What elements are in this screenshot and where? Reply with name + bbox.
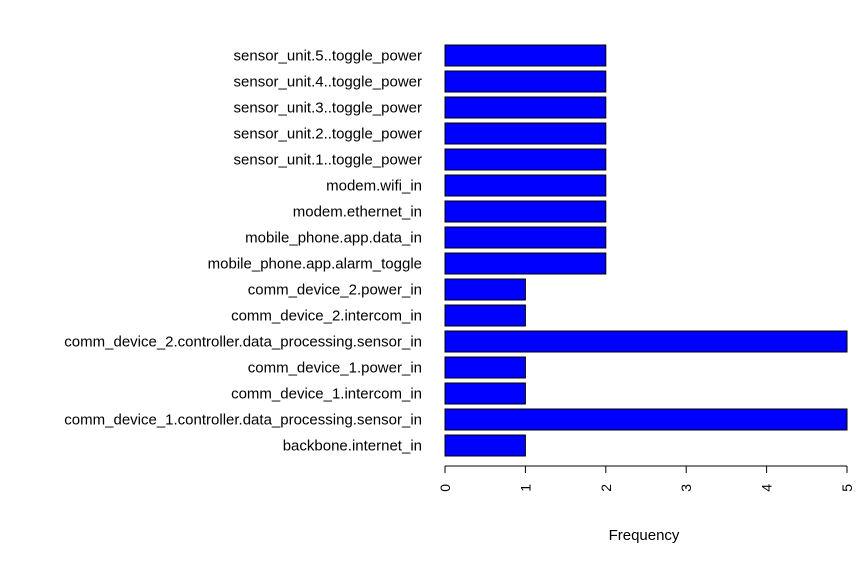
x-axis: 0 1 2 3 4 5	[437, 465, 855, 492]
category-labels: sensor_unit.5..toggle_power sensor_unit.4…	[64, 48, 422, 455]
x-axis-title: Frequency	[609, 527, 680, 544]
bar	[444, 356, 526, 379]
bar	[444, 148, 607, 171]
category-label: sensor_unit.5..toggle_power	[234, 48, 422, 65]
category-label: modem.wifi_in	[326, 178, 422, 195]
category-label: backbone.internet_in	[283, 438, 422, 455]
bar	[444, 200, 607, 223]
x-tick-label: 4	[759, 484, 775, 492]
bar	[444, 408, 848, 431]
category-label: comm_device_2.power_in	[248, 282, 422, 299]
bar	[444, 304, 526, 327]
category-label: mobile_phone.app.data_in	[245, 230, 422, 247]
bar	[444, 252, 607, 275]
bar	[444, 382, 526, 405]
x-tick-label: 5	[839, 484, 855, 492]
category-label: sensor_unit.1..toggle_power	[234, 152, 422, 169]
category-label: comm_device_1.power_in	[248, 360, 422, 377]
bar	[444, 96, 607, 119]
bar	[444, 44, 607, 67]
category-label: comm_device_1.intercom_in	[231, 386, 422, 403]
category-label: sensor_unit.2..toggle_power	[234, 126, 422, 143]
x-tick-label: 3	[678, 484, 694, 492]
category-label: mobile_phone.app.alarm_toggle	[208, 256, 422, 273]
category-label: sensor_unit.3..toggle_power	[234, 100, 422, 117]
bar	[444, 330, 848, 353]
bar	[444, 278, 526, 301]
x-tick-label: 0	[437, 484, 453, 492]
category-label: comm_device_1.controller.data_processing…	[64, 412, 422, 429]
bar	[444, 174, 607, 197]
category-label: sensor_unit.4..toggle_power	[234, 74, 422, 91]
category-label: modem.ethernet_in	[293, 204, 422, 221]
bars-group	[444, 44, 848, 457]
bar	[444, 70, 607, 93]
x-tick-label: 1	[517, 484, 533, 492]
category-label: comm_device_2.controller.data_processing…	[64, 334, 422, 351]
category-label: comm_device_2.intercom_in	[231, 308, 422, 325]
bar	[444, 226, 607, 249]
bar	[444, 434, 526, 457]
x-tick-label: 2	[598, 484, 614, 492]
bar	[444, 122, 607, 145]
